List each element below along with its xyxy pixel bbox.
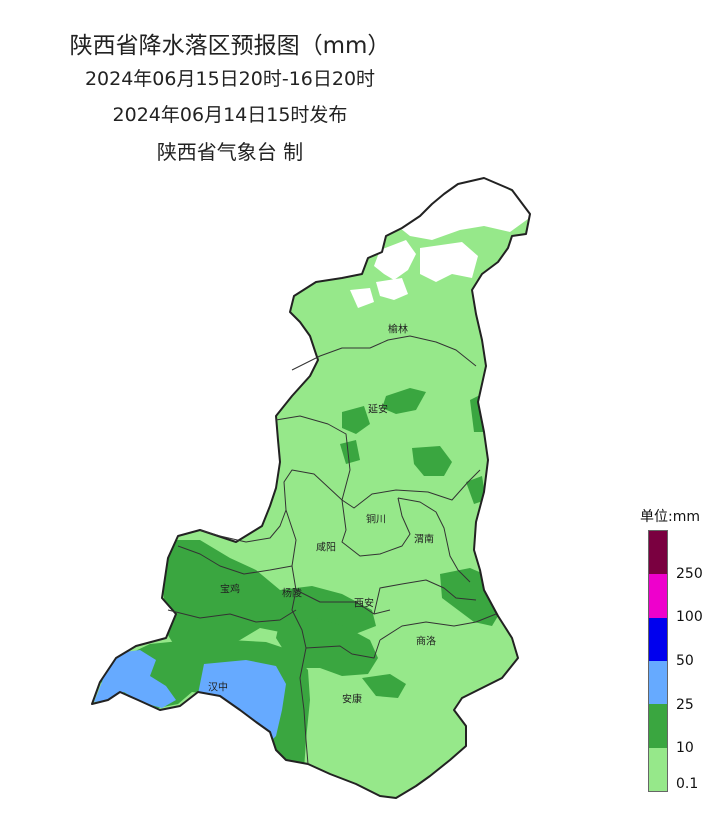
no-rain-area-patch-2 <box>350 288 374 308</box>
no-rain-area-yulin-west <box>420 242 478 282</box>
legend-label: 100 <box>676 609 703 626</box>
legend-color-bar <box>648 530 668 792</box>
rain-10-25-yanan <box>382 388 426 414</box>
no-rain-area-patch <box>376 278 408 300</box>
rain-25-50-west <box>94 650 176 708</box>
legend-swatch <box>649 704 667 748</box>
city-boundaries <box>167 335 497 765</box>
rain-10-25-yanan-2 <box>342 406 370 434</box>
legend-swatch <box>649 660 667 705</box>
legend-label: 0.1 <box>676 776 699 792</box>
rain-10-25-northwest <box>340 440 360 464</box>
rain-10-25-south-yanan <box>412 446 452 476</box>
no-rain-area-northwest <box>374 240 416 280</box>
legend-swatch <box>649 531 667 575</box>
legend-swatch <box>649 617 667 661</box>
legend-label: 250 <box>676 565 703 582</box>
legend-unit-title: 单位:mm <box>640 509 700 525</box>
city-label-xianyang: 咸阳 <box>316 542 336 554</box>
rain-25-50-hanzhong <box>198 660 286 746</box>
issue-time: 2024年06月14日15时发布 <box>112 104 348 126</box>
province-border <box>91 177 531 799</box>
city-label-baoji: 宝鸡 <box>220 584 240 596</box>
city-label-yulin: 榆林 <box>388 324 408 336</box>
precipitation-map: 榆林 延安 铜川 咸阳 渭南 宝鸡 杨陵 西安 商洛 汉中 安康 <box>80 170 560 810</box>
rain-10-25-ankang <box>362 674 406 698</box>
city-label-hanzhong: 汉中 <box>208 682 228 694</box>
legend-label: 25 <box>676 696 694 713</box>
precipitation-legend: 单位:mm 250 100 50 25 10 0.1 <box>636 506 720 806</box>
map-title: 陕西省降水落区预报图（mm） <box>69 33 391 59</box>
issuer: 陕西省气象台 制 <box>156 140 304 164</box>
city-label-xian: 西安 <box>354 598 374 610</box>
rain-10-25-east-border-2 <box>466 476 486 504</box>
legend-swatch <box>649 747 667 791</box>
city-label-yanan: 延安 <box>368 404 388 416</box>
city-label-yangling: 杨陵 <box>282 588 302 600</box>
legend-label: 10 <box>676 740 694 757</box>
city-label-weinan: 渭南 <box>414 534 434 546</box>
legend-label: 50 <box>676 653 694 669</box>
city-label-shangluo: 商洛 <box>416 636 436 648</box>
shaanxi-map-svg <box>91 177 531 799</box>
city-label-tongchuan: 铜川 <box>366 514 386 526</box>
city-label-ankang: 安康 <box>342 694 362 706</box>
forecast-period: 2024年06月15日20时-16日20时 <box>84 68 376 90</box>
no-rain-area-north <box>400 178 530 240</box>
legend-swatch <box>649 574 667 618</box>
